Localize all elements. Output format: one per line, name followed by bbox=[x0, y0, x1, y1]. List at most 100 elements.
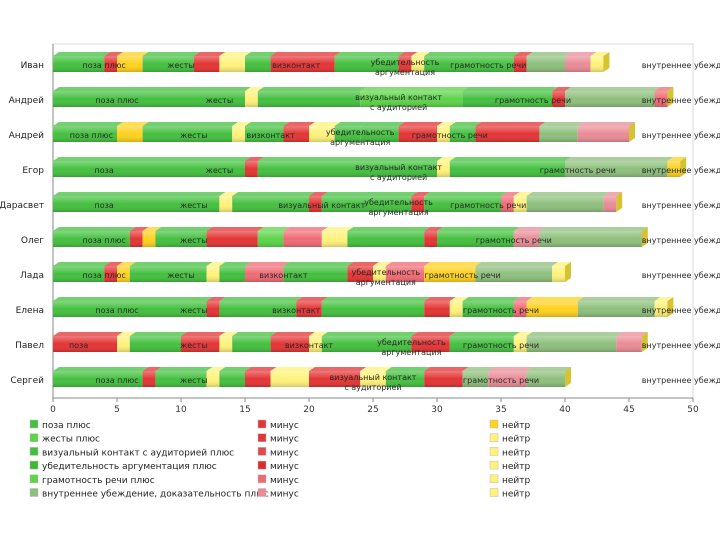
bar-label: визуальный контакт с аудиторией bbox=[355, 93, 442, 112]
bar-segment-top bbox=[206, 227, 264, 231]
bar-segment-shine bbox=[424, 231, 437, 247]
bar-segment-shine bbox=[411, 336, 450, 352]
bar-segment-top bbox=[53, 192, 226, 196]
bar-segment-shine bbox=[654, 301, 668, 317]
bar-segment-shine bbox=[296, 301, 322, 317]
bar-end-cap bbox=[680, 157, 687, 177]
bar-label-line: аргументация bbox=[356, 278, 416, 287]
legend-swatch bbox=[489, 460, 499, 470]
bar-label-line: визуальный контакт bbox=[355, 93, 442, 102]
bar-segment-shine bbox=[321, 336, 412, 352]
bar-segment-shine bbox=[53, 56, 105, 72]
legend-swatch bbox=[489, 447, 499, 456]
bar-segment-shine bbox=[565, 56, 591, 72]
bar-label-line: убедительность bbox=[371, 58, 440, 67]
bar-segment-shine bbox=[501, 196, 514, 212]
bar-segment-top bbox=[385, 262, 431, 266]
bar-segment-shine bbox=[219, 301, 297, 317]
row-label: Павел bbox=[15, 341, 44, 351]
bar-segment-shine bbox=[219, 371, 245, 387]
legend-label: нейтр bbox=[502, 476, 531, 486]
legend-label: убедительность аргументация плюс bbox=[42, 462, 217, 472]
x-tick-label: 20 bbox=[303, 405, 315, 415]
bar-segment-top bbox=[117, 122, 149, 126]
bar-label: визконтакт bbox=[285, 341, 334, 350]
bar-segment-top bbox=[462, 367, 495, 371]
legend-label: минус bbox=[270, 476, 299, 486]
legend-swatch bbox=[489, 419, 499, 429]
bar-segment-shine bbox=[219, 56, 245, 72]
bar-segment-shine bbox=[53, 336, 117, 352]
bar-segment-top bbox=[513, 192, 533, 196]
bar-segment-shine bbox=[347, 231, 425, 247]
bar-segment-top bbox=[206, 367, 226, 371]
bar-segment-top bbox=[462, 297, 520, 301]
x-tick-label: 5 bbox=[114, 405, 120, 415]
bar-label: грамотность речи bbox=[476, 236, 552, 245]
bar-segment-shine bbox=[309, 371, 361, 387]
row-label: Олег bbox=[21, 236, 44, 246]
bar-label-line: с аудиторией bbox=[370, 173, 427, 182]
bar-segment-shine bbox=[232, 336, 271, 352]
bar-segment-shine bbox=[270, 56, 335, 72]
bar-label: грамотность речи bbox=[463, 306, 539, 315]
bar-segment-shine bbox=[513, 301, 527, 317]
bar-label: жесты bbox=[167, 61, 195, 70]
bar-segment-shine bbox=[373, 266, 386, 282]
bar-segment-top bbox=[257, 227, 290, 231]
bar-segment-top bbox=[219, 262, 251, 266]
bar-segment-shine bbox=[385, 266, 425, 282]
bar-label: поза bbox=[69, 341, 88, 350]
legend-swatch bbox=[29, 433, 39, 442]
bar-label: поза плюс bbox=[83, 61, 126, 70]
bar-segment-top bbox=[424, 52, 520, 56]
bar-segment-top bbox=[424, 262, 482, 266]
bar-segment-shine bbox=[53, 161, 245, 177]
legend-label: нейтр bbox=[502, 462, 531, 472]
bar-label: поза плюс bbox=[95, 306, 138, 315]
bar-segment-top bbox=[539, 227, 648, 231]
bar-label: внутреннее убеждение, доказательность bbox=[642, 341, 720, 350]
bar-label: поза bbox=[95, 201, 114, 210]
bar-segment-top bbox=[449, 297, 469, 301]
bar-label-line: аргументация bbox=[375, 68, 435, 77]
bar-segment-shine bbox=[206, 266, 220, 282]
bar-label: грамотность речи bbox=[425, 271, 501, 280]
bar-segment-shine bbox=[449, 336, 514, 352]
bar-segment-shine bbox=[424, 301, 450, 317]
bar-segment-top bbox=[245, 367, 277, 371]
bar-label: визуальный контакт с аудиторией bbox=[330, 373, 417, 392]
bar-segment-top bbox=[462, 87, 559, 91]
x-tick-label: 10 bbox=[175, 405, 187, 415]
bar-segment-top bbox=[552, 262, 571, 266]
bar-segment-shine bbox=[219, 336, 233, 352]
x-tick-label: 35 bbox=[495, 405, 506, 415]
bar-end-cap bbox=[667, 87, 674, 107]
bar-segment-top bbox=[488, 367, 533, 371]
bar-segment-shine bbox=[526, 196, 604, 212]
bar-segment-shine bbox=[411, 56, 425, 72]
bar-segment-shine bbox=[53, 126, 117, 142]
bar-segment-top bbox=[565, 52, 597, 56]
bar-segment-shine bbox=[526, 301, 578, 317]
bar-segment-shine bbox=[398, 126, 437, 142]
bar-segment-shine bbox=[117, 336, 130, 352]
bar-segment-shine bbox=[654, 91, 668, 107]
bar-segment-shine bbox=[232, 196, 309, 212]
bar-label-line: визуальный контакт bbox=[355, 163, 442, 172]
bar-segment-top bbox=[117, 52, 149, 56]
bar-label: визконтакт bbox=[259, 271, 308, 280]
bar-segment-top bbox=[129, 227, 149, 231]
legend-label: жесты плюс bbox=[42, 435, 100, 445]
bar-label-line: убедительность bbox=[364, 198, 433, 207]
bar-segment-shine bbox=[245, 266, 284, 282]
bar-segment-shine bbox=[616, 336, 642, 352]
bar-segment-top bbox=[526, 192, 610, 196]
bar-segment-shine bbox=[142, 126, 233, 142]
x-tick-label: 25 bbox=[367, 405, 378, 415]
bar-segment-top bbox=[53, 157, 251, 161]
bar-segment-top bbox=[245, 87, 264, 91]
bar-segment-top bbox=[321, 227, 354, 231]
bar-segment-shine bbox=[385, 371, 425, 387]
bar-segment-shine bbox=[309, 126, 335, 142]
